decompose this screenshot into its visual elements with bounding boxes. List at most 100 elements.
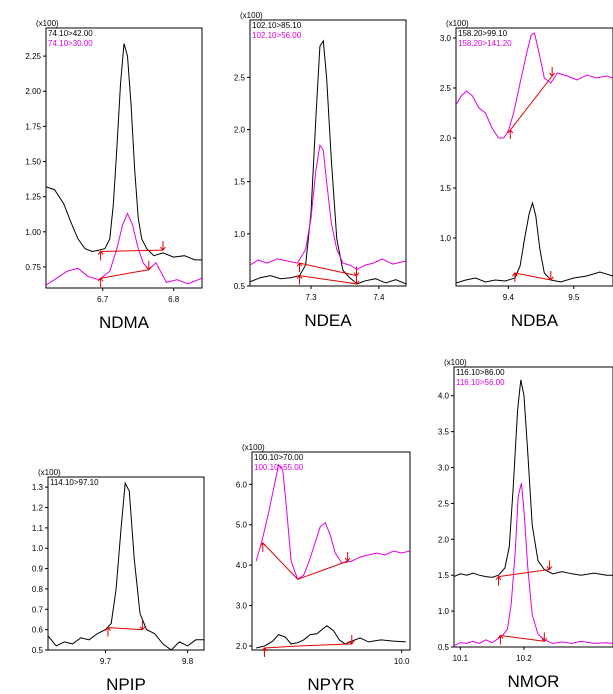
panel-ndma-baseline-arrowhead (160, 246, 166, 251)
panel-ndma-frame (45, 27, 203, 289)
panel-ndma-y-tick-label: 1.25 (25, 193, 41, 202)
panel-npip-y-tick-label: 0.7 (32, 605, 44, 614)
panel-npyr-y-tick-label: 5.0 (236, 521, 248, 530)
panel-ndba-traces (456, 32, 613, 284)
panel-npip: 0.5 0.6 0.7 0.8 0.9 1.0 1.1 1.2 1.3 9.7 9.8 (x100)1… (32, 468, 205, 694)
panel-npip-compound-name: NPIP (106, 675, 146, 694)
panel-ndea-series-quantifier-line (250, 39, 406, 285)
panel-npip-frame (47, 476, 205, 651)
panel-npyr-y-tick-label: 2.0 (236, 642, 248, 651)
panel-ndea-transition-label: 102.10>85.10 (252, 21, 302, 30)
panel-nmor-y-tick-label: 2.5 (438, 499, 450, 508)
panel-nmor-series-quantifier-line (454, 379, 613, 578)
panel-nmor: 0.51.01.52.02.53.03.54.010.1 10.2(x100)11… (438, 358, 613, 691)
panel-ndma-y-tick-label: 2.25 (25, 52, 41, 61)
panel-ndba-y-tick-label: 1.0 (440, 234, 452, 243)
panel-ndea-x-tick-label: 7.3 (305, 293, 317, 302)
panel-npyr: 2.0 3.0 4.0 5.0 6.0 10.0 (x100)100.10>70.00100… (236, 443, 411, 694)
panel-ndba-frame (455, 27, 613, 287)
panel-ndma-transition-label: 74.10>42.00 (48, 29, 93, 38)
panel-ndma-transition-label: 74.10>30.00 (48, 39, 93, 48)
panel-nmor-baseline-arrowhead (546, 566, 553, 571)
panel-nmor-y-multiplier: (x100) (444, 358, 467, 367)
panel-ndma-y-multiplier: (x100) (36, 19, 59, 28)
panel-ndba-baseline-arrowhead (507, 129, 514, 134)
panel-ndea: 0.5 1.0 1.5 2.0 2.5 7.3 7.4 (x100)102.10>85.101… (234, 11, 407, 330)
panel-npyr-y-tick-label: 3.0 (236, 602, 248, 611)
panel-nmor-y-tick-label: 0.5 (438, 643, 450, 652)
panel-nmor-traces (454, 379, 613, 647)
panel-nmor-transition-label: 116.10>56.00 (456, 378, 505, 387)
panel-ndba-x-tick-label: 9.4 (503, 293, 515, 302)
panel-ndma-y-tick-label: 1.75 (25, 122, 41, 131)
panel-ndma-x-tick-label: 6.7 (97, 295, 109, 304)
panel-ndea-baseline-arrowhead (296, 262, 303, 267)
panel-ndma-y-tick-label: 1.50 (25, 158, 41, 167)
panel-ndba-y-tick-label: 2.0 (440, 134, 452, 143)
panel-npyr-series-qualifier-line (255, 463, 410, 581)
panel-npip-x-tick-label: 9.7 (100, 657, 112, 666)
panel-ndma-baseline (100, 269, 149, 279)
panel-npip-baseline-arrowhead (105, 626, 111, 631)
panel-npip-baseline-arrowhead (139, 626, 146, 631)
panel-npip-y-tick-label: 1.1 (32, 524, 44, 533)
panel-nmor-transition-label: 116.10>86.00 (456, 368, 505, 377)
panel-npyr-baseline-arrowhead (261, 647, 268, 652)
panel-npip-transition-label: 114.10>97.10 (50, 478, 99, 487)
panel-nmor-y-tick-label: 4.0 (438, 392, 450, 401)
panel-npyr-baseline-arrowhead (259, 542, 266, 547)
panel-ndba-baseline (514, 272, 551, 281)
panel-ndma-baseline-arrowhead (97, 250, 104, 255)
panel-ndma: 0.75 1.00 1.25 1.50 1.75 2.00 2.25 6.7 6.8 (x100)… (25, 19, 203, 332)
panel-nmor-baseline (500, 635, 545, 642)
panel-npip-y-tick-label: 0.8 (32, 585, 44, 594)
panel-ndma-baseline-arrowhead (145, 266, 152, 271)
panel-ndba-y-tick-label: 1.5 (440, 184, 452, 193)
panel-ndma-y-tick-label: 1.00 (25, 228, 41, 237)
panel-ndba-baseline-arrowhead (549, 72, 556, 77)
panel-nmor-y-tick-label: 3.5 (438, 428, 450, 437)
panel-ndea-baseline (299, 262, 357, 277)
panel-npyr-traces (255, 463, 410, 649)
panel-ndba-series-quantifier-line (456, 201, 613, 284)
panel-ndba-transition-label: 158.20>141.20 (458, 39, 512, 48)
panel-ndea-frame (249, 19, 407, 287)
panel-nmor-frame (453, 366, 613, 648)
panel-ndma-compound-name: NDMA (99, 313, 150, 332)
panel-ndma-series-qualifier-line (46, 212, 202, 286)
panel-ndea-y-tick-label: 0.5 (234, 282, 246, 291)
panel-ndba: 1.0 1.5 2.0 2.5 3.0 9.4 9.5 (x100)158.20>99.101… (440, 19, 613, 330)
panel-nmor-baseline-arrowhead (497, 634, 504, 639)
panel-ndba-y-tick-label: 2.5 (440, 84, 452, 93)
panel-npip-baseline (107, 627, 143, 631)
panel-npip-y-multiplier: (x100) (38, 468, 61, 477)
panel-npip-y-tick-label: 0.5 (32, 646, 44, 655)
panel-ndea-baseline-arrowhead (353, 280, 360, 285)
panel-ndea-x-tick-label: 7.4 (373, 293, 385, 302)
panel-ndma-traces (46, 43, 202, 286)
panel-ndea-y-multiplier: (x100) (240, 11, 263, 20)
panel-npyr-y-tick-label: 6.0 (236, 480, 248, 489)
panel-npip-y-tick-label: 1.0 (32, 544, 44, 553)
panel-ndea-baseline-arrowhead (296, 274, 303, 279)
panel-ndma-y-tick-label: 2.00 (25, 87, 41, 96)
panel-ndea-y-tick-label: 2.5 (234, 73, 246, 82)
panel-ndma-baseline (100, 249, 164, 252)
panel-npyr-compound-name: NPYR (307, 675, 354, 694)
panel-npyr-series-quantifier-line (256, 625, 406, 649)
panel-npip-series-quantifier-line (48, 481, 204, 650)
panel-ndma-series-quantifier-line (46, 43, 202, 261)
panel-ndea-y-tick-label: 1.0 (234, 230, 246, 239)
panel-ndea-traces (250, 39, 406, 285)
panel-nmor-baseline (498, 569, 550, 578)
panel-npyr-baseline (262, 542, 348, 580)
panel-npyr-x-tick-label: 10.0 (394, 657, 410, 666)
panel-npip-y-tick-label: 1.3 (32, 483, 44, 492)
panel-nmor-y-tick-label: 3.0 (438, 464, 450, 473)
panel-npip-y-tick-label: 0.6 (32, 626, 44, 635)
panel-ndba-x-tick-label: 9.5 (568, 293, 580, 302)
panel-ndea-compound-name: NDEA (304, 311, 352, 330)
panel-ndba-compound-name: NDBA (511, 311, 559, 330)
panel-npyr-transition-label: 100.10>55.00 (254, 463, 304, 472)
